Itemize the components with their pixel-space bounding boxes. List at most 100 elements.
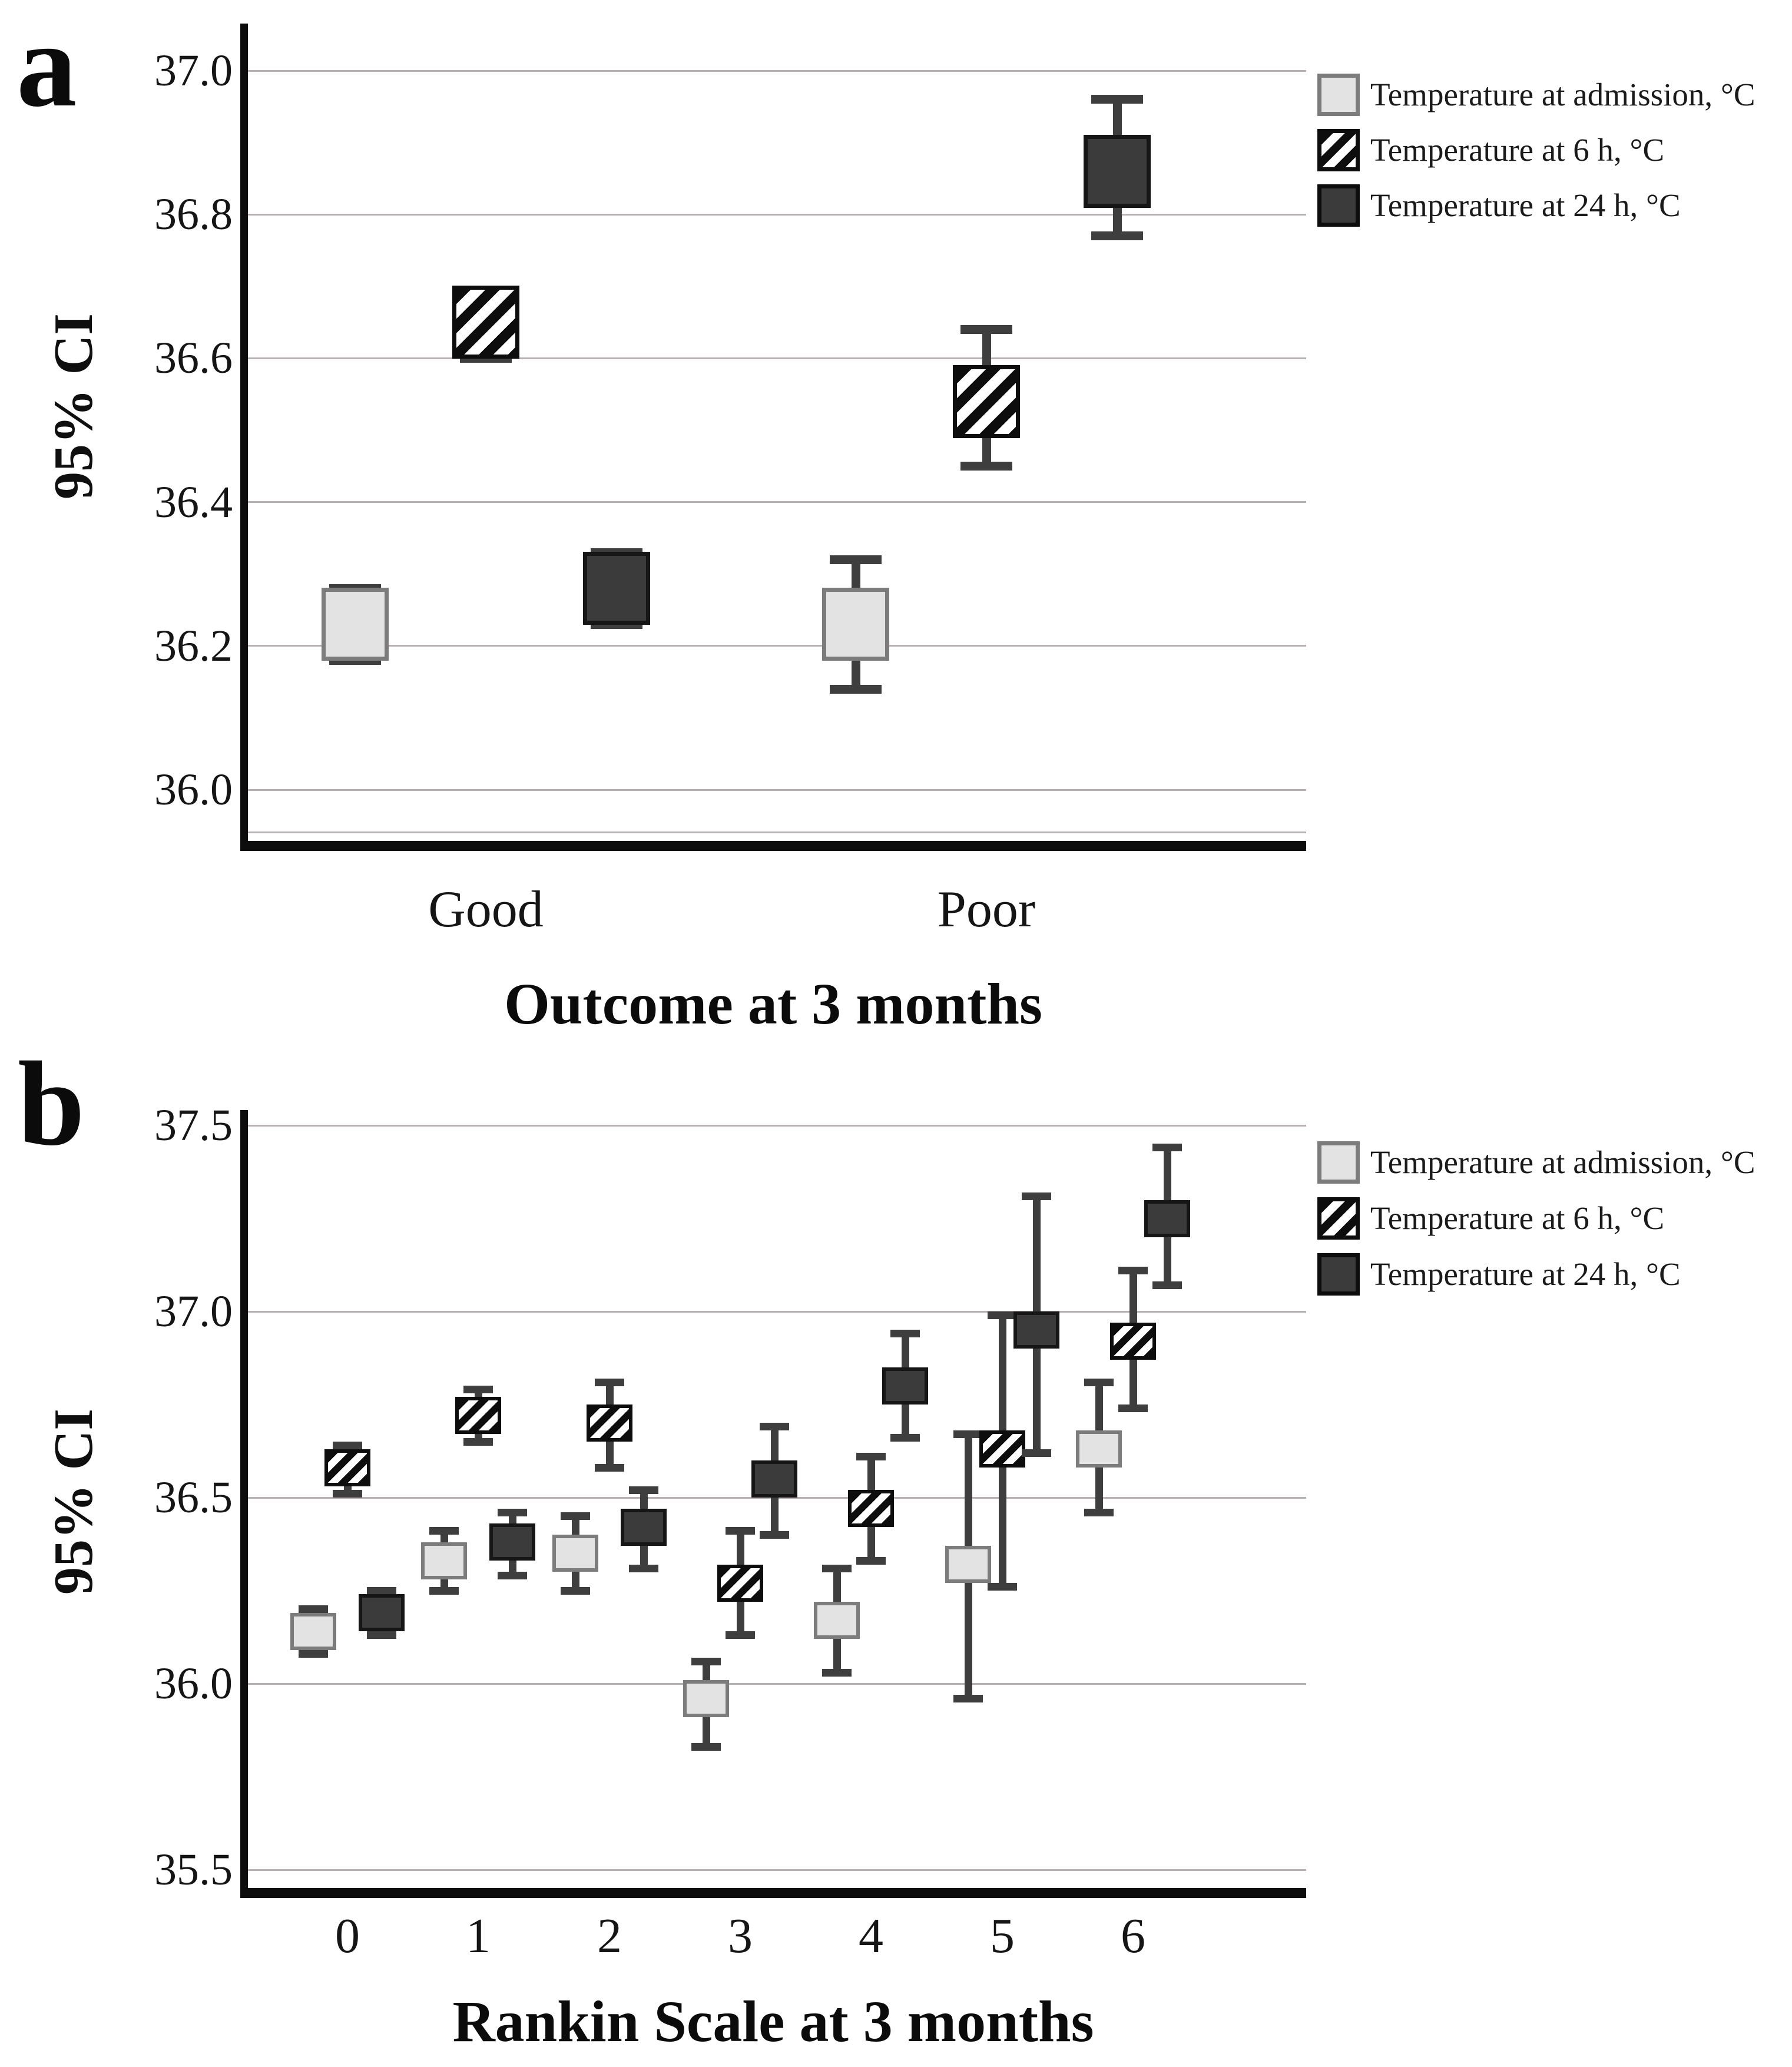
ci-whisker-cap-bottom [760, 1531, 789, 1539]
x-category-label: 3 [728, 1909, 753, 1963]
ci-whisker-cap-top [830, 555, 882, 564]
t24h-mean-marker [882, 1367, 928, 1404]
y-tick-label: 36.6 [154, 333, 233, 383]
ci-whisker-stem [1163, 1147, 1171, 1286]
ci-whisker-cap-top [463, 1386, 493, 1394]
gridline [248, 357, 1306, 359]
ci-whisker-cap-bottom [1118, 1404, 1148, 1412]
gridline [248, 1124, 1306, 1127]
panel-b-y-axis-title: 95% CI [43, 1409, 104, 1595]
ci-whisker-cap-top [988, 1311, 1017, 1319]
ci-whisker-cap-top [1084, 1378, 1114, 1386]
y-tick-label: 36.8 [154, 190, 233, 240]
ci-whisker-cap-bottom [629, 1564, 658, 1572]
y-tick-label: 36.4 [154, 477, 233, 527]
ci-whisker-cap-top [329, 584, 381, 593]
ci-whisker-stem [309, 1609, 317, 1654]
ci-whisker-cap-bottom [367, 1631, 396, 1639]
ci-whisker-cap-top [856, 1452, 886, 1460]
ci-whisker-cap-bottom [960, 462, 1012, 471]
y-tick-label: 36.5 [154, 1473, 233, 1522]
ci-whisker-cap-top [460, 289, 512, 298]
gridline [248, 69, 1306, 72]
ci-whisker-cap-bottom [822, 1668, 852, 1677]
ci-whisker-stem [1032, 1196, 1041, 1453]
x-category-label: 2 [597, 1909, 622, 1963]
ci-whisker-cap-top [429, 1527, 459, 1535]
ci-whisker-cap-top [1022, 1192, 1051, 1200]
ci-whisker-stem [612, 552, 621, 625]
ci-whisker-stem [508, 1512, 516, 1576]
gridline [248, 645, 1306, 647]
admission-mean-marker [290, 1613, 336, 1651]
ci-whisker-cap-top [691, 1657, 721, 1665]
ci-whisker-cap-top [953, 1430, 983, 1439]
ci-whisker-stem [867, 1456, 875, 1561]
ci-whisker-cap-bottom [333, 1490, 362, 1498]
gridline [248, 1310, 1306, 1313]
y-tick-label: 37.5 [154, 1101, 233, 1150]
ci-whisker-stem [640, 1490, 648, 1569]
ci-whisker-stem [964, 1434, 972, 1699]
ci-whisker-cap-top [629, 1486, 658, 1494]
t6h-mean-marker [587, 1404, 632, 1442]
ci-whisker-cap-top [822, 1564, 852, 1572]
gridline [248, 501, 1306, 504]
t24h-mean-marker [489, 1523, 535, 1561]
legend-item-label: Temperature at 6 h, °C [1370, 132, 1665, 168]
y-tick-label: 35.5 [154, 1845, 233, 1894]
ci-whisker-cap-top [595, 1378, 624, 1386]
x-category-label: 6 [1121, 1909, 1145, 1963]
y-axis-line [240, 1110, 248, 1898]
gridline [248, 832, 1306, 833]
admission-mean-marker [552, 1535, 598, 1572]
admission-mean-marker [945, 1546, 991, 1584]
ci-whisker-cap-top [561, 1512, 590, 1521]
ci-whisker-cap-bottom [329, 655, 381, 665]
gridline [248, 213, 1306, 216]
t6h-mean-marker [455, 1397, 501, 1435]
t6h-mean-marker [452, 286, 519, 359]
gridline [248, 1496, 1306, 1499]
t6h-legend-swatch [1317, 1197, 1360, 1240]
t6h-legend-swatch [1317, 129, 1360, 171]
ci-whisker-cap-bottom [299, 1649, 328, 1658]
t24h-mean-marker [1144, 1200, 1190, 1237]
ci-whisker-cap-bottom [595, 1463, 624, 1472]
ci-whisker-cap-bottom [498, 1572, 527, 1580]
t24h-mean-marker [1013, 1311, 1059, 1349]
ci-whisker-cap-top [890, 1330, 920, 1338]
ci-whisker-stem [998, 1315, 1006, 1587]
ci-whisker-cap-top [1118, 1266, 1148, 1274]
ci-whisker-cap-bottom [726, 1631, 755, 1639]
ci-whisker-stem [833, 1568, 841, 1673]
admission-mean-marker [814, 1602, 860, 1639]
t24h-mean-marker [359, 1594, 405, 1632]
x-category-label: Poor [937, 881, 1036, 938]
admission-mean-marker [322, 588, 389, 661]
ci-whisker-stem [1112, 99, 1122, 236]
t6h-mean-marker [1110, 1323, 1156, 1360]
ci-whisker-cap-bottom [429, 1586, 459, 1595]
t24h-mean-marker [621, 1509, 667, 1546]
x-category-label: 4 [859, 1909, 883, 1963]
legend-item-label: Temperature at 6 h, °C [1370, 1200, 1665, 1236]
ci-whisker-stem [343, 1445, 352, 1494]
x-category-label: 0 [335, 1909, 360, 1963]
ci-whisker-stem [377, 1591, 386, 1635]
y-tick-label: 36.0 [154, 765, 233, 814]
legend-item-label: Temperature at admission, °C [1370, 1144, 1755, 1180]
admission-legend-swatch [1317, 74, 1360, 116]
ci-whisker-stem [851, 559, 860, 690]
t24h-legend-swatch [1317, 184, 1360, 227]
gridline [248, 1682, 1306, 1685]
t24h-legend-swatch [1317, 1253, 1360, 1296]
panel-b-letter: b [18, 1037, 85, 1171]
admission-mean-marker [421, 1542, 467, 1579]
ci-whisker-cap-bottom [953, 1694, 983, 1702]
gridline [248, 1869, 1306, 1871]
legend-item-label: Temperature at 24 h, °C [1370, 1256, 1681, 1292]
ci-whisker-stem [736, 1531, 744, 1635]
ci-whisker-cap-top [760, 1423, 789, 1431]
ci-whisker-stem [1129, 1270, 1137, 1409]
